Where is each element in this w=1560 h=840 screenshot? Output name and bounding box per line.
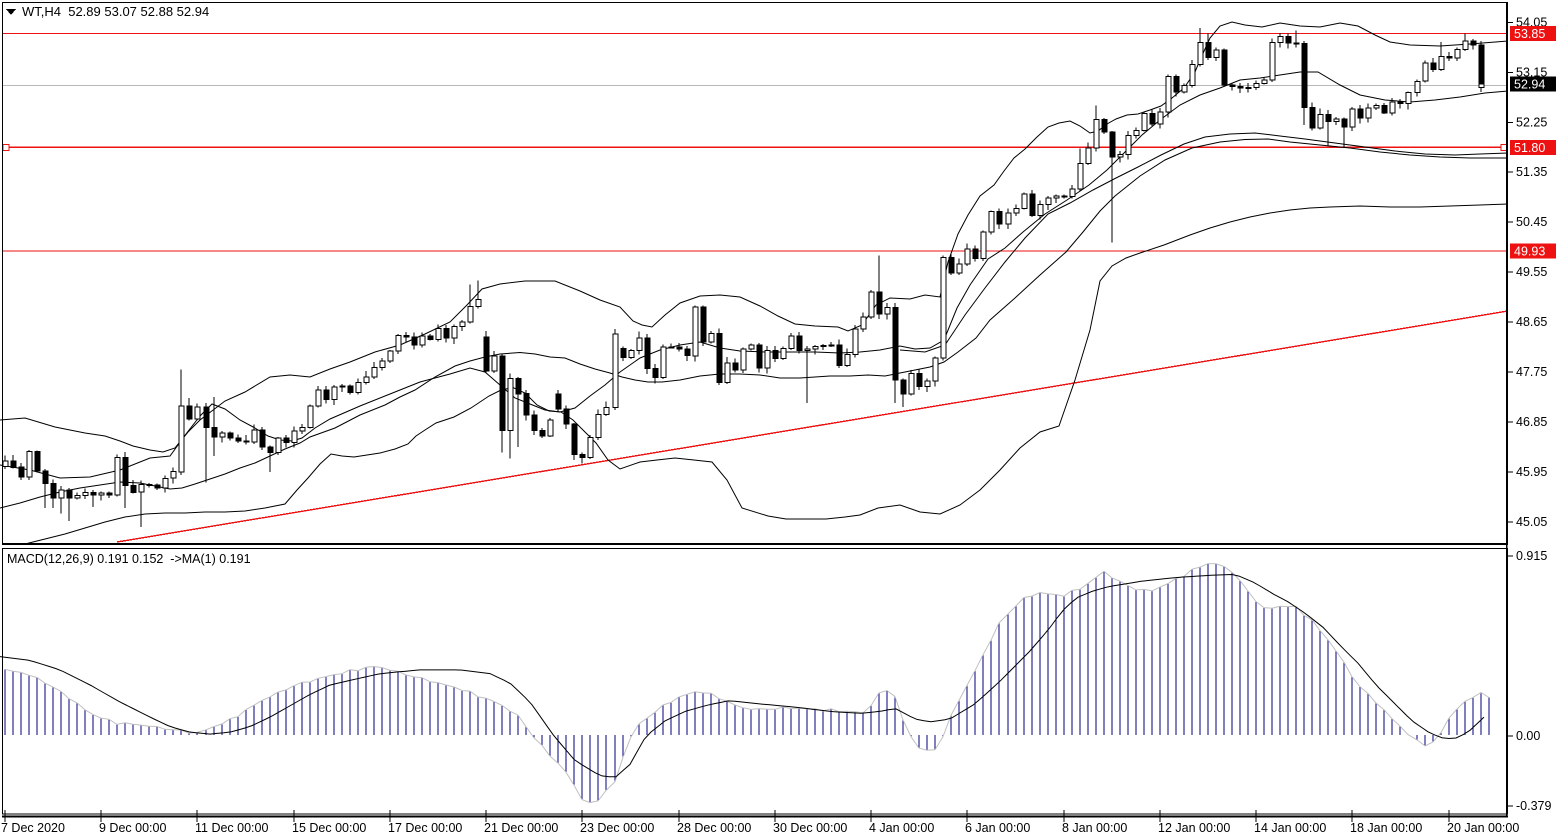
svg-text:4 Jan 00:00: 4 Jan 00:00 (869, 821, 934, 835)
svg-text:28 Dec 00:00: 28 Dec 00:00 (677, 821, 751, 835)
svg-text:45.95: 45.95 (1516, 465, 1547, 479)
svg-text:7 Dec 2020: 7 Dec 2020 (1, 821, 65, 835)
svg-text:8 Jan 00:00: 8 Jan 00:00 (1062, 821, 1127, 835)
svg-text:9 Dec 00:00: 9 Dec 00:00 (99, 821, 166, 835)
svg-text:51.80: 51.80 (1514, 141, 1545, 155)
svg-text:51.35: 51.35 (1516, 165, 1547, 179)
svg-text:MACD(12,26,9) 0.191 0.152 ->M: MACD(12,26,9) 0.191 0.152 ->MA(1) 0.191 (7, 552, 251, 566)
svg-text:48.65: 48.65 (1516, 315, 1547, 329)
svg-text:52.25: 52.25 (1516, 115, 1547, 129)
svg-text:49.93: 49.93 (1514, 245, 1545, 259)
svg-text:53.15: 53.15 (1516, 65, 1547, 79)
svg-text:23 Dec 00:00: 23 Dec 00:00 (580, 821, 654, 835)
svg-text:12 Jan 00:00: 12 Jan 00:00 (1158, 821, 1230, 835)
svg-text:WT,H4 52.89 53.07 52.88 52.94: WT,H4 52.89 53.07 52.88 52.94 (22, 4, 209, 19)
svg-text:0.915: 0.915 (1516, 549, 1547, 563)
svg-text:49.55: 49.55 (1516, 265, 1547, 279)
svg-text:20 Jan 00:00: 20 Jan 00:00 (1447, 821, 1519, 835)
svg-text:46.85: 46.85 (1516, 415, 1547, 429)
svg-text:6 Jan 00:00: 6 Jan 00:00 (965, 821, 1030, 835)
svg-text:52.94: 52.94 (1514, 78, 1545, 92)
svg-text:18 Jan 00:00: 18 Jan 00:00 (1350, 821, 1422, 835)
svg-text:14 Jan 00:00: 14 Jan 00:00 (1254, 821, 1326, 835)
svg-text:54.05: 54.05 (1516, 15, 1547, 29)
svg-text:21 Dec 00:00: 21 Dec 00:00 (484, 821, 558, 835)
svg-text:47.75: 47.75 (1516, 365, 1547, 379)
svg-text:15 Dec 00:00: 15 Dec 00:00 (292, 821, 366, 835)
svg-text:53.85: 53.85 (1514, 27, 1545, 41)
svg-text:-0.379: -0.379 (1516, 799, 1551, 813)
svg-text:11 Dec 00:00: 11 Dec 00:00 (195, 821, 268, 835)
svg-text:0.00: 0.00 (1516, 729, 1540, 743)
svg-text:45.05: 45.05 (1516, 515, 1547, 529)
svg-text:50.45: 50.45 (1516, 215, 1547, 229)
svg-text:30 Dec 00:00: 30 Dec 00:00 (773, 821, 847, 835)
svg-text:17 Dec 00:00: 17 Dec 00:00 (388, 821, 462, 835)
